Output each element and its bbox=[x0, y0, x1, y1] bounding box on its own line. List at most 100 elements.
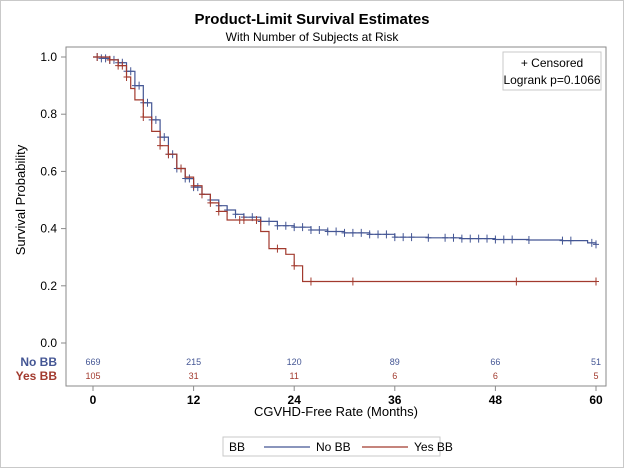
censor-mark-no-bb bbox=[186, 174, 193, 183]
censor-mark-yes-bb bbox=[593, 277, 599, 286]
legend-frame bbox=[222, 436, 441, 457]
censor-mark-no-bb bbox=[102, 54, 109, 63]
censor-mark-no-bb bbox=[484, 234, 491, 243]
censor-mark-no-bb bbox=[232, 210, 239, 219]
y-axis: 0.0 0.2 0.4 0.6 0.8 1.0 bbox=[40, 50, 66, 350]
risk-row-label-yes-bb: Yes BB bbox=[16, 369, 58, 383]
y-tick-label: 0.4 bbox=[40, 222, 57, 236]
censor-mark-yes-bb bbox=[140, 113, 147, 122]
censor-mark-no-bb bbox=[324, 227, 331, 236]
censor-mark-yes-bb bbox=[190, 181, 197, 190]
censor-mark-yes-bb bbox=[157, 141, 164, 150]
x-tick-label: 24 bbox=[288, 393, 302, 407]
censor-mark-no-bb bbox=[274, 221, 281, 230]
censor-mark-no-bb bbox=[559, 236, 566, 245]
chart-title: Product-Limit Survival Estimates bbox=[194, 11, 429, 28]
censor-mark-no-bb bbox=[400, 233, 407, 242]
censor-mark-no-bb bbox=[500, 235, 507, 244]
censor-mark-no-bb bbox=[282, 221, 289, 230]
censor-mark-no-bb bbox=[467, 234, 474, 243]
plot-frame bbox=[65, 46, 607, 387]
censor-mark-no-bb bbox=[475, 234, 482, 243]
censor-mark-no-bb bbox=[291, 223, 298, 232]
censor-mark-no-bb bbox=[316, 226, 323, 235]
censor-mark-no-bb bbox=[593, 240, 599, 249]
y-tick-label: 0.6 bbox=[40, 164, 57, 178]
risk-count-no-bb: 669 bbox=[85, 357, 100, 367]
censor-mark-no-bb bbox=[161, 133, 168, 142]
risk-count-no-bb: 66 bbox=[490, 357, 500, 367]
risk-count-yes-bb: 6 bbox=[392, 371, 397, 381]
risk-count-yes-bb: 31 bbox=[189, 371, 199, 381]
censor-mark-no-bb bbox=[509, 235, 516, 244]
censor-mark-no-bb bbox=[366, 230, 373, 239]
censor-mark-yes-bb bbox=[307, 277, 314, 286]
risk-count-yes-bb: 105 bbox=[85, 371, 100, 381]
risk-row-label-no-bb: No BB bbox=[20, 355, 57, 369]
censor-mark-no-bb bbox=[333, 227, 340, 236]
risk-count-no-bb: 89 bbox=[390, 357, 400, 367]
censor-mark-yes-bb bbox=[240, 216, 247, 225]
censor-mark-no-bb bbox=[450, 233, 457, 242]
censor-mark-no-bb bbox=[307, 226, 314, 235]
x-axis: 0 12 24 36 48 60 bbox=[90, 386, 603, 407]
censor-mark-no-bb bbox=[299, 223, 306, 232]
y-tick-label: 0.2 bbox=[40, 279, 57, 293]
x-tick-label: 12 bbox=[187, 393, 201, 407]
censor-mark-yes-bb bbox=[207, 198, 214, 207]
legend-title: BB bbox=[229, 440, 245, 454]
censor-mark-no-bb bbox=[341, 228, 348, 237]
survival-line-yes-bb bbox=[93, 56, 596, 283]
censor-mark-no-bb bbox=[442, 233, 449, 242]
x-tick-label: 0 bbox=[90, 393, 97, 407]
logrank-label: Logrank p=0.1066 bbox=[503, 73, 600, 87]
censor-mark-yes-bb bbox=[178, 164, 185, 173]
censor-mark-no-bb bbox=[194, 183, 201, 192]
censor-mark-no-bb bbox=[458, 234, 465, 243]
censor-mark-no-bb bbox=[349, 228, 356, 237]
risk-count-no-bb: 120 bbox=[287, 357, 302, 367]
censor-mark-yes-bb bbox=[291, 261, 298, 270]
risk-count-no-bb: 215 bbox=[186, 357, 201, 367]
censor-mark-yes-bb bbox=[198, 190, 205, 199]
censor-mark-no-bb bbox=[391, 233, 398, 242]
censor-mark-yes-bb bbox=[119, 61, 126, 70]
risk-count-no-bb: 51 bbox=[591, 357, 601, 367]
y-tick-label: 0.0 bbox=[40, 336, 57, 350]
x-tick-label: 60 bbox=[589, 393, 603, 407]
y-axis-label: Survival Probability bbox=[13, 144, 28, 255]
risk-count-yes-bb: 6 bbox=[493, 371, 498, 381]
y-tick-label: 0.8 bbox=[40, 107, 57, 121]
censored-label: + Censored bbox=[521, 56, 583, 70]
x-axis-label: CGVHD-Free Rate (Months) bbox=[254, 404, 418, 419]
censor-mark-no-bb bbox=[375, 230, 382, 239]
risk-count-yes-bb: 5 bbox=[593, 371, 598, 381]
censor-mark-no-bb bbox=[588, 238, 595, 247]
legend: BB No BB Yes BB bbox=[222, 436, 453, 457]
legend-label-no-bb: No BB bbox=[316, 440, 351, 454]
survival-curves bbox=[93, 53, 599, 286]
censor-mark-no-bb bbox=[127, 67, 134, 76]
censor-mark-no-bb bbox=[152, 115, 159, 124]
censor-mark-yes-bb bbox=[513, 277, 520, 286]
censor-mark-no-bb bbox=[144, 98, 151, 107]
inset-box: + Censored Logrank p=0.1066 bbox=[502, 51, 602, 91]
risk-count-yes-bb: 11 bbox=[290, 371, 299, 381]
censor-mark-yes-bb bbox=[123, 73, 130, 82]
censor-mark-no-bb bbox=[492, 235, 499, 244]
censor-mark-no-bb bbox=[136, 81, 143, 90]
y-tick-label: 1.0 bbox=[40, 50, 57, 64]
censor-mark-no-bb bbox=[266, 217, 273, 226]
censor-mark-yes-bb bbox=[165, 150, 172, 159]
censor-mark-no-bb bbox=[383, 230, 390, 239]
censor-mark-yes-bb bbox=[94, 53, 101, 61]
censor-mark-yes-bb bbox=[253, 216, 260, 225]
censor-mark-no-bb bbox=[408, 233, 415, 242]
censor-mark-no-bb bbox=[525, 236, 532, 245]
legend-label-yes-bb: Yes BB bbox=[414, 440, 453, 454]
censor-mark-no-bb bbox=[425, 233, 432, 242]
censor-mark-yes-bb bbox=[349, 277, 356, 286]
chart-subtitle: With Number of Subjects at Risk bbox=[226, 30, 400, 44]
